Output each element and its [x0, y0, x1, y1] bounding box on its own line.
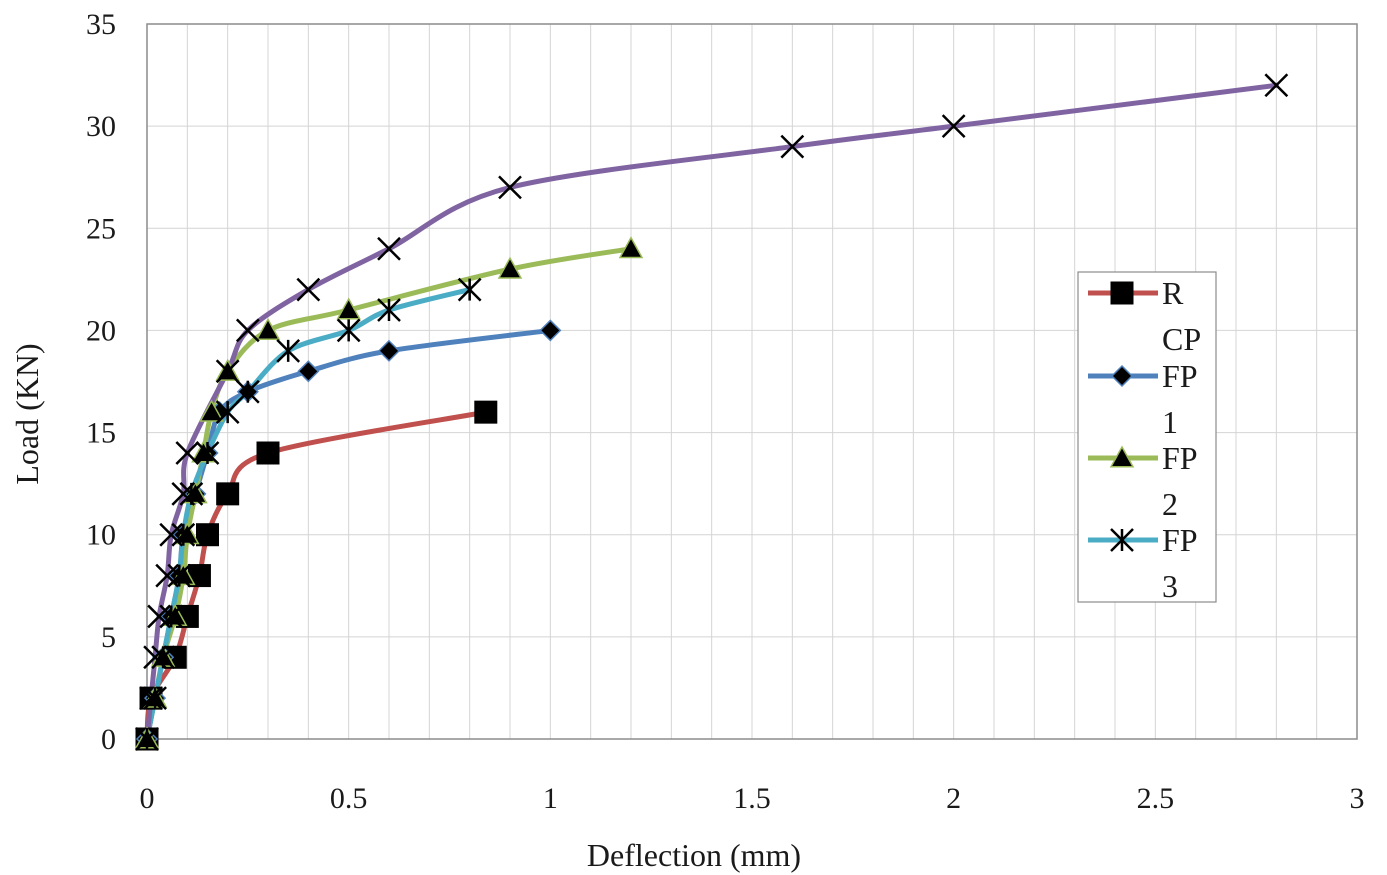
data-point-series-5 [175, 441, 200, 465]
data-point-series-5 [941, 114, 966, 139]
data-point-series-5 [235, 318, 260, 343]
y-axis-ticks: 0 5 10 15 20 25 30 35 [86, 8, 116, 756]
y-tick-label: 30 [86, 110, 116, 143]
data-point-series-5 [1264, 73, 1289, 98]
data-point-series-4 [171, 522, 196, 547]
data-point-series-5 [377, 236, 401, 261]
data-point-series-3 [618, 236, 644, 259]
data-point-series-3 [336, 297, 361, 320]
series-markers [134, 73, 1289, 751]
data-point-series-5 [147, 604, 171, 629]
data-point-series-2 [297, 360, 320, 383]
data-point-series-5 [171, 481, 196, 506]
data-point-series-1 [474, 400, 498, 424]
data-point-series-4 [143, 686, 167, 711]
y-tick-label: 10 [86, 519, 116, 552]
series-line-1 [144, 409, 489, 742]
data-point-series-5 [780, 134, 805, 159]
legend-marker [1109, 445, 1135, 468]
legend-marker [1110, 281, 1134, 305]
legend-label: FP 1 [1162, 358, 1198, 440]
y-tick-label: 5 [101, 621, 116, 654]
data-point-series-5 [135, 727, 159, 751]
data-point-series-2 [539, 319, 562, 342]
data-point-series-5 [296, 277, 321, 302]
x-tick-label: 2.5 [1137, 782, 1175, 815]
data-point-series-1 [256, 441, 280, 465]
data-point-series-1 [216, 482, 240, 506]
x-tick-label: 1.5 [733, 782, 771, 815]
data-point-series-4 [235, 379, 260, 404]
data-point-series-3 [199, 399, 224, 422]
legend-label: R CP [1162, 275, 1201, 357]
data-point-series-4 [159, 604, 184, 629]
x-tick-label: 2 [946, 782, 961, 815]
legend-box [1077, 271, 1217, 603]
x-tick-label: 0 [140, 782, 155, 815]
data-point-series-5 [215, 359, 240, 384]
data-point-series-5 [143, 645, 167, 670]
y-tick-label: 0 [101, 723, 116, 756]
legend-label: FP 2 [1162, 440, 1198, 522]
data-point-series-4 [215, 400, 240, 425]
data-point-series-4 [336, 318, 361, 343]
data-point-series-4 [377, 298, 401, 322]
x-axis-title: Deflection (mm) [587, 837, 801, 873]
data-point-series-2 [377, 339, 401, 362]
y-tick-label: 20 [86, 314, 116, 347]
plot-area-border [146, 23, 1358, 740]
data-point-series-1 [196, 523, 219, 547]
data-point-series-4 [195, 441, 220, 465]
x-tick-label: 1 [543, 782, 558, 815]
data-point-series-3 [497, 256, 523, 279]
data-point-series-5 [139, 686, 163, 711]
data-point-series-5 [155, 563, 180, 588]
y-tick-label: 35 [86, 8, 116, 41]
legend-marker [1110, 364, 1134, 388]
y-axis-title: Load (KN) [9, 343, 45, 484]
data-point-series-4 [276, 338, 301, 363]
data-point-series-3 [255, 317, 281, 340]
data-point-series-5 [498, 175, 522, 200]
x-axis-ticks: 0 0.5 1 1.5 2 2.5 3 [140, 782, 1365, 815]
y-tick-label: 15 [86, 417, 116, 450]
data-point-series-4 [167, 563, 192, 588]
x-tick-label: 0.5 [330, 782, 368, 815]
legend-marker [1110, 528, 1134, 552]
x-tick-label: 3 [1350, 782, 1365, 815]
plot-frame [146, 23, 1358, 740]
data-point-series-5 [159, 522, 184, 547]
legend-label: FP 3 [1162, 522, 1198, 604]
y-tick-label: 25 [86, 212, 116, 245]
data-point-series-4 [457, 277, 482, 302]
